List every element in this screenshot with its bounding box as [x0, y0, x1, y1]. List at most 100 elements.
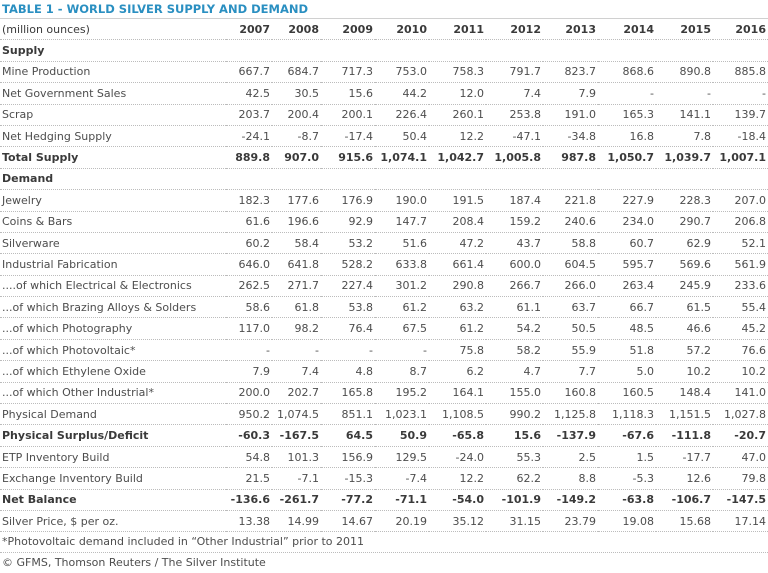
table-cell: 61.1 [486, 296, 543, 319]
table-cell: - [598, 82, 656, 105]
row-label: Total Supply [0, 146, 226, 169]
table-cell: 253.8 [486, 104, 543, 126]
table-cell: 63.2 [429, 296, 486, 319]
table-cell: 47.0 [713, 446, 768, 469]
table-cell: 67.5 [375, 317, 429, 340]
table-cell: 10.2 [713, 360, 768, 383]
row-label: ...of which Photography [0, 317, 226, 340]
table-row: ...of which Photography 117.0 98.2 76.4 67.5… [0, 317, 768, 340]
table-cell: 753.0 [375, 61, 429, 84]
year-header-2009: 2009 [321, 17, 375, 41]
table-cell: 14.67 [321, 510, 375, 533]
table-cell: 207.0 [713, 189, 768, 212]
table-cell: -8.7 [272, 125, 321, 148]
table-cell: 148.4 [656, 382, 713, 405]
table-cell: 8.7 [375, 360, 429, 383]
table-cell: 191.5 [429, 189, 486, 212]
table-cell: 13.38 [226, 510, 272, 533]
table-cell: 42.5 [226, 82, 272, 105]
table-row: Physical Surplus/Deficit -60.3 -167.5 64.5 5… [0, 424, 768, 447]
table-cell: 1,118.3 [598, 403, 656, 426]
table-cell: 262.5 [226, 275, 272, 298]
table-cell: 208.4 [429, 211, 486, 233]
table-row: Silverware 60.2 58.4 53.2 51.6 47.2 43.7 58.8 60… [0, 232, 768, 255]
table-cell: -63.8 [598, 489, 656, 511]
table-row: Scrap 203.7 200.4 200.1 226.4 260.1 253.8 191.0… [0, 104, 768, 126]
table-cell: 21.5 [226, 467, 272, 490]
table-cell: 5.0 [598, 360, 656, 383]
table-row: ...of which Brazing Alloys & Solders 58.6… [0, 296, 768, 319]
table-cell: 290.8 [429, 275, 486, 298]
table-cell: 50.4 [375, 125, 429, 148]
table-cell: 890.8 [656, 61, 713, 84]
table-cell [598, 168, 656, 191]
table-cell: 48.5 [598, 317, 656, 340]
table-cell: 79.8 [713, 467, 768, 490]
table-cell: 60.2 [226, 232, 272, 255]
table-body: Supply Mine Production 667.7 684.7 717.3 753.… [0, 39, 768, 533]
table-cell: 266.0 [543, 275, 598, 298]
table-cell: 54.8 [226, 446, 272, 469]
table-cell: 851.1 [321, 403, 375, 426]
table-cell: -77.2 [321, 489, 375, 511]
table-cell: 164.1 [429, 382, 486, 405]
table-cell: 1,074.5 [272, 403, 321, 426]
table-cell: -20.7 [713, 424, 768, 447]
table-cell: -34.8 [543, 125, 598, 148]
table-cell: 528.2 [321, 253, 375, 276]
table-cell: 823.7 [543, 61, 598, 84]
table-row: ...of which Ethylene Oxide 7.9 7.4 4.8 8.7 6.… [0, 360, 768, 383]
row-label: Demand [0, 168, 226, 191]
table-cell: 20.19 [375, 510, 429, 533]
row-label: Exchange Inventory Build [0, 467, 226, 490]
table-cell: 7.9 [543, 82, 598, 105]
table-row: Coins & Bars 61.6 196.6 92.9 147.7 208.4 159.2… [0, 211, 768, 233]
table-cell: 271.7 [272, 275, 321, 298]
table-cell: -111.8 [656, 424, 713, 447]
table-cell: 61.5 [656, 296, 713, 319]
table-row: Net Balance -136.6 -261.7 -77.2 -71.1 -54.0 -1… [0, 489, 768, 511]
table-cell: 228.3 [656, 189, 713, 212]
table-cell [543, 168, 598, 191]
table-cell: 990.2 [486, 403, 543, 426]
row-label: ETP Inventory Build [0, 446, 226, 469]
table-cell: 51.6 [375, 232, 429, 255]
year-header-2012: 2012 [486, 17, 543, 41]
table-cell: -101.9 [486, 489, 543, 511]
table-cell: 600.0 [486, 253, 543, 276]
table-cell: -24.1 [226, 125, 272, 148]
table-row: Net Hedging Supply -24.1 -8.7 -17.4 50.4 12.2… [0, 125, 768, 148]
table-cell: 14.99 [272, 510, 321, 533]
table-cell: 58.2 [486, 339, 543, 362]
footnote: *Photovoltaic demand included in “Other … [0, 532, 768, 554]
table-cell: 569.6 [656, 253, 713, 276]
table-cell: 165.8 [321, 382, 375, 405]
row-label: Net Balance [0, 489, 226, 511]
table-cell: 66.7 [598, 296, 656, 319]
table-cell: 227.4 [321, 275, 375, 298]
table-cell: - [321, 339, 375, 362]
table-cell: 141.0 [713, 382, 768, 405]
section-header-row: Demand [0, 168, 768, 191]
table-cell: 101.3 [272, 446, 321, 469]
table-cell: 62.2 [486, 467, 543, 490]
table-cell: 63.7 [543, 296, 598, 319]
table-cell: 35.12 [429, 510, 486, 533]
row-label: Net Hedging Supply [0, 125, 226, 148]
table-cell: 190.0 [375, 189, 429, 212]
table-cell: 1,050.7 [598, 146, 656, 169]
table-cell: 61.6 [226, 211, 272, 233]
table-cell: -17.4 [321, 125, 375, 148]
table-cell: -167.5 [272, 424, 321, 447]
table-cell: 159.2 [486, 211, 543, 233]
table-cell: 156.9 [321, 446, 375, 469]
table-cell: - [713, 82, 768, 105]
table-cell: 47.2 [429, 232, 486, 255]
table-cell: 92.9 [321, 211, 375, 233]
table-row: ...of which Other Industrial* 200.0 202.7 1… [0, 382, 768, 405]
table-cell: 263.4 [598, 275, 656, 298]
row-label: Jewelry [0, 189, 226, 212]
table-cell: 915.6 [321, 146, 375, 169]
table-cell: -5.3 [598, 467, 656, 490]
table-cell: 61.2 [429, 317, 486, 340]
